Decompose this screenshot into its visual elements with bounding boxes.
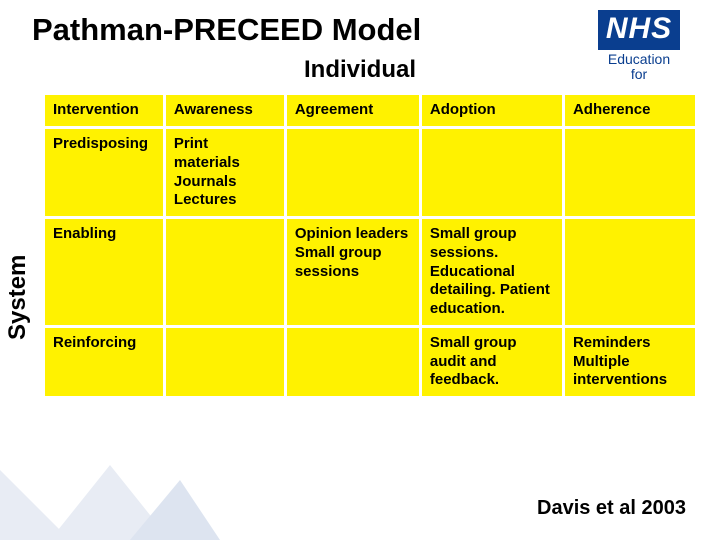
- model-table: Intervention Awareness Agreement Adoptio…: [42, 92, 698, 399]
- background-decoration: [0, 450, 220, 540]
- row-label-enabling: Enabling: [44, 218, 165, 327]
- nhs-logo-brand: NHS: [598, 10, 680, 50]
- col-header-agreement: Agreement: [285, 94, 420, 128]
- cell: [563, 128, 696, 218]
- cell: Small group sessions. Educational detail…: [420, 218, 563, 327]
- cell: [285, 128, 420, 218]
- citation: Davis et al 2003: [537, 497, 686, 520]
- cell: [164, 326, 285, 397]
- cell: Reminders Multiple interventions: [563, 326, 696, 397]
- axis-label-system: System: [4, 255, 32, 340]
- table-row: Predisposing Print materials Journals Le…: [44, 128, 697, 218]
- cell: [164, 218, 285, 327]
- table-row: Reinforcing Small group audit and feedba…: [44, 326, 697, 397]
- cell: [285, 326, 420, 397]
- cell: [563, 218, 696, 327]
- col-header-intervention: Intervention: [44, 94, 165, 128]
- axis-label-individual: Individual: [0, 56, 720, 84]
- col-header-adoption: Adoption: [420, 94, 563, 128]
- cell: [420, 128, 563, 218]
- col-header-awareness: Awareness: [164, 94, 285, 128]
- slide-title: Pathman-PRECEED Model: [32, 12, 421, 48]
- col-header-adherence: Adherence: [563, 94, 696, 128]
- row-label-predisposing: Predisposing: [44, 128, 165, 218]
- cell: Opinion leaders Small group sessions: [285, 218, 420, 327]
- table-header-row: Intervention Awareness Agreement Adoptio…: [44, 94, 697, 128]
- cell: Small group audit and feedback.: [420, 326, 563, 397]
- table-row: Enabling Opinion leaders Small group ses…: [44, 218, 697, 327]
- row-label-reinforcing: Reinforcing: [44, 326, 165, 397]
- cell: Print materials Journals Lectures: [164, 128, 285, 218]
